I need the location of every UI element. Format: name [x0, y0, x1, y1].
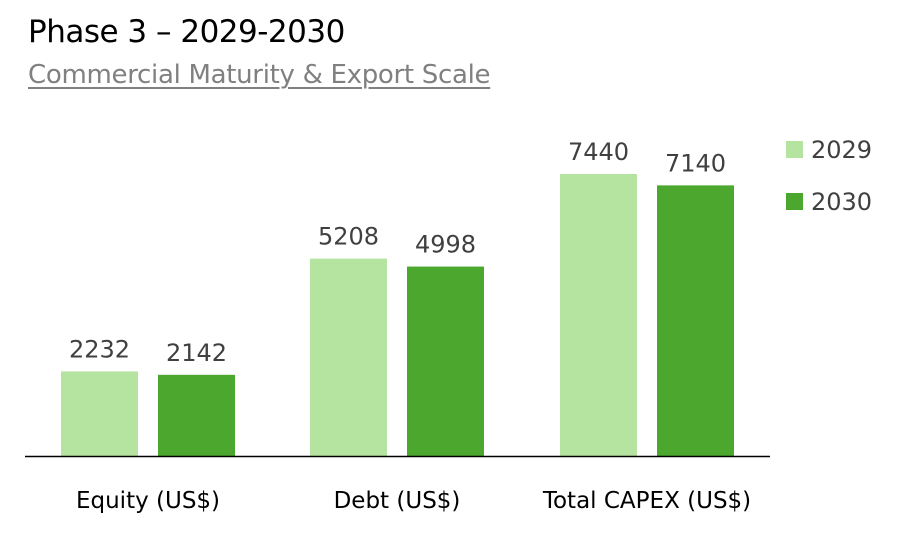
data-label: 2232 [69, 335, 130, 363]
x-tick-label: Debt (US$) [334, 488, 461, 514]
bar-2030 [657, 185, 734, 456]
bar-2029 [560, 174, 637, 456]
data-label: 5208 [318, 223, 379, 251]
x-tick-label: Equity (US$) [76, 488, 220, 514]
data-label: 7440 [568, 138, 629, 166]
x-tick-label: Total CAPEX (US$) [542, 488, 751, 514]
bar-2029 [61, 371, 138, 456]
legend-swatch-2030 [786, 193, 803, 210]
bar-2030 [158, 374, 235, 456]
data-label: 4998 [415, 231, 476, 259]
chart-title: Phase 3 – 2029-2030 [28, 14, 345, 50]
data-label: 2142 [166, 339, 227, 367]
legend-label: 2029 [811, 136, 872, 164]
data-label: 7140 [665, 149, 726, 177]
bar-2029 [310, 258, 387, 456]
legend-label: 2030 [811, 188, 872, 216]
chart-subtitle: Commercial Maturity & Export Scale [28, 60, 491, 90]
bar-2030 [407, 266, 484, 456]
legend-swatch-2029 [786, 141, 803, 158]
